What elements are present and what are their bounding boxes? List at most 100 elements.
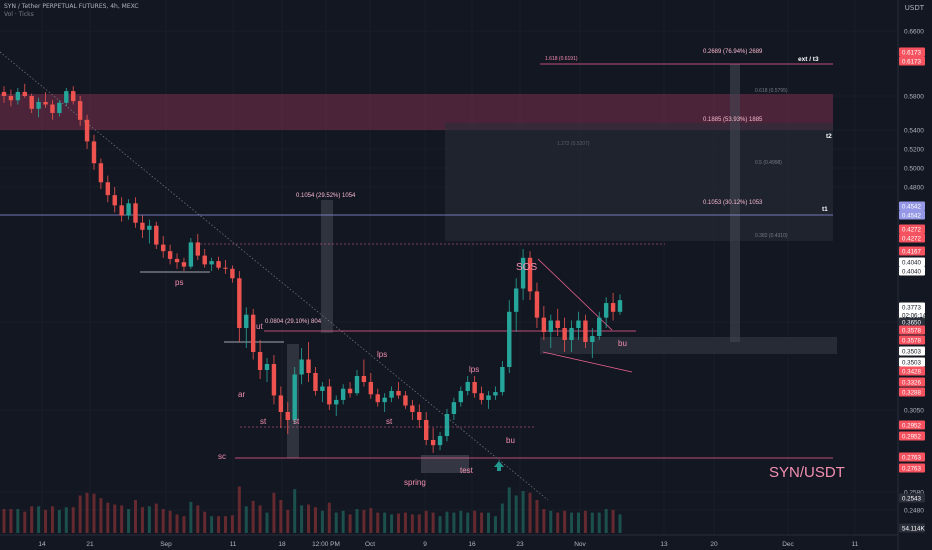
price-badge-label: 0.4040 xyxy=(902,259,921,266)
volume-bar xyxy=(265,512,269,533)
candle-body xyxy=(507,311,512,367)
volume-bar xyxy=(410,514,414,533)
candle-body xyxy=(119,205,124,216)
volume-bar xyxy=(334,512,338,533)
candle-body xyxy=(216,261,221,268)
candle-body xyxy=(520,257,526,289)
measured-move-bar-1 xyxy=(321,200,333,333)
x-tick-label: 18 xyxy=(278,541,286,548)
candle-body xyxy=(64,91,69,103)
volume-bar xyxy=(362,509,366,533)
volume-bar xyxy=(452,512,456,533)
candle-body xyxy=(479,393,484,400)
volume-bar xyxy=(313,507,317,533)
volume-bar xyxy=(127,509,131,533)
candle-body xyxy=(424,420,429,440)
price-badge xyxy=(899,257,925,267)
y-tick-label: 0.5800 xyxy=(904,94,924,101)
x-tick-label: Dec xyxy=(782,541,794,548)
candle-body xyxy=(160,244,166,252)
y-tick-label: 0.2580 xyxy=(904,490,924,497)
measure-1: 0.1054 (29.52%) 1054 xyxy=(296,193,356,199)
candle-body xyxy=(188,242,194,267)
candle-body xyxy=(98,163,104,183)
price-badge xyxy=(899,246,925,256)
y-tick-label: 0.2480 xyxy=(904,508,924,515)
measure-3: 0.1053 (30.12%) 1053 xyxy=(703,200,763,206)
label-ar: ar xyxy=(238,390,245,399)
volume-bar xyxy=(182,516,186,533)
candle-body xyxy=(527,257,533,292)
label-spring: spring xyxy=(404,478,426,487)
candle-body xyxy=(590,336,595,342)
candle-body xyxy=(29,96,34,109)
fib-1272: 1.272 (0.5207) xyxy=(557,141,590,147)
price-badge-label: 0.6173 xyxy=(902,58,921,65)
fib-0382: 0.382 (0.4310) xyxy=(755,233,788,239)
volume-bar xyxy=(583,510,587,533)
volume-bar xyxy=(30,506,34,533)
candle-body xyxy=(562,328,567,340)
price-badge xyxy=(899,201,925,211)
volume-bar xyxy=(217,516,221,533)
volume-bar xyxy=(78,495,82,533)
candle-body xyxy=(43,101,48,105)
candle-body xyxy=(354,376,360,394)
price-badge xyxy=(899,335,925,345)
price-badge-label: 0.4542 xyxy=(902,203,921,210)
candle-body xyxy=(375,394,380,403)
candle-body xyxy=(77,101,83,120)
volume-bar xyxy=(383,512,387,533)
price-badge xyxy=(899,377,925,387)
volume-bars xyxy=(2,486,622,533)
x-tick-label: Sep xyxy=(160,541,172,548)
candle-body xyxy=(250,314,256,352)
candle-body xyxy=(583,320,588,342)
candle-body xyxy=(541,317,547,332)
candle-body xyxy=(548,320,553,332)
candle-body xyxy=(36,101,41,109)
price-badge-label: 0.2952 xyxy=(902,433,921,440)
candle-body xyxy=(1,91,7,96)
candle-body xyxy=(278,395,284,412)
candle-body xyxy=(617,300,623,312)
price-badge-label: 0.4542 xyxy=(902,212,921,219)
label-st-3: st xyxy=(386,417,393,426)
volume-bar xyxy=(438,516,442,533)
price-badge-label: 0.3578 xyxy=(902,327,921,334)
fib-05: 0.5 (0.4998) xyxy=(755,160,782,166)
spring-box xyxy=(421,455,469,473)
price-badge-label: 0.3650 xyxy=(902,319,921,326)
candle-body xyxy=(71,91,76,102)
volume-bar xyxy=(161,509,165,533)
candle-body xyxy=(500,367,505,393)
volume-bar xyxy=(16,509,20,533)
price-badge xyxy=(899,302,925,312)
price-badge-label: 0.3578 xyxy=(902,337,921,344)
price-badge-label: 0.3503 xyxy=(902,359,921,366)
price-badge-label: 0.4167 xyxy=(902,248,921,255)
volume-bar xyxy=(279,500,283,533)
candle-body xyxy=(437,436,443,446)
price-badge xyxy=(899,357,925,367)
y-tick-label: 0.5400 xyxy=(904,128,924,135)
x-tick-label: 13 xyxy=(660,541,668,548)
volume-bar xyxy=(466,512,470,533)
price-badge-label: 0.4040 xyxy=(902,268,921,275)
candle-body xyxy=(244,314,249,328)
volume-bar xyxy=(44,509,48,533)
candle-body xyxy=(57,102,62,113)
volume-bar xyxy=(272,492,276,533)
volume-bar xyxy=(459,510,463,533)
downtrend-line xyxy=(0,51,549,501)
up-arrow-icon xyxy=(494,461,504,471)
label-lps-1: lps xyxy=(377,350,387,359)
candle-body xyxy=(513,288,519,312)
candle-body xyxy=(403,395,408,406)
x-tick-label: Oct xyxy=(365,541,375,548)
price-badge xyxy=(899,366,925,376)
x-tick-label: 9 xyxy=(423,541,427,548)
volume-bar xyxy=(542,509,546,533)
candle-body xyxy=(147,225,152,230)
